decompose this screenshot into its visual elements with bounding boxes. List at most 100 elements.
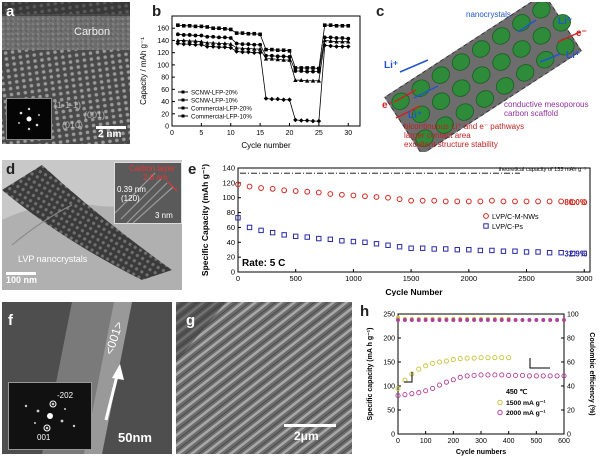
data-point [437, 318, 442, 322]
panel-c-ion-4: Li⁺ [408, 110, 423, 121]
data-point [506, 355, 512, 361]
data-point [216, 41, 222, 46]
data-point [431, 246, 437, 252]
nanocrystal-sphere [471, 40, 491, 58]
panel-d-plane: (120) [121, 194, 140, 203]
data-point [396, 244, 403, 250]
data-point [478, 355, 484, 361]
y-tick-label: 0 [391, 432, 395, 439]
y-tick-label: 140 [157, 38, 169, 45]
legend-marker [181, 90, 185, 94]
data-point [512, 248, 518, 254]
nanocrystal-sphere [452, 79, 471, 97]
panel-g-scale-label: 2μm [294, 429, 319, 443]
x-tick-label: 0 [396, 438, 400, 445]
data-point [211, 26, 215, 31]
panel-c-feature-list: bicontinuous Li⁺ and e⁻ pathways larger … [404, 122, 524, 149]
data-point [346, 39, 351, 44]
data-point [298, 118, 304, 123]
y-tick-label: 60 [161, 87, 169, 94]
data-point [223, 27, 227, 31]
y-tick-label: 160 [157, 26, 169, 33]
data-point [305, 66, 309, 70]
panel-h-chart: h 0 100 200 300 400 500 600 0 50 100 150 200 250 Cycl… [356, 302, 598, 457]
x-axis-label: Cycle Number [385, 287, 443, 296]
data-point [554, 373, 560, 379]
data-point [204, 44, 210, 49]
data-point [293, 77, 298, 82]
data-point [436, 359, 443, 365]
data-point [457, 374, 463, 380]
panel-h-plot: 0 100 200 300 400 500 600050100150200250Cycle … [367, 312, 595, 457]
data-point [322, 35, 327, 40]
data-point [246, 224, 253, 231]
x-tick-label: 2000 [460, 274, 477, 283]
data-point [334, 36, 339, 40]
data-point [181, 38, 186, 43]
x-tick-label: 100 [420, 438, 432, 445]
data-point [340, 23, 345, 28]
data-point [310, 118, 316, 124]
panel-a-fft-inset [6, 98, 52, 140]
data-point [500, 248, 507, 254]
series-end-label: 32.9% [564, 249, 587, 258]
data-point [519, 372, 526, 378]
nanocrystal-sphere [492, 27, 511, 45]
data-point [465, 318, 470, 322]
panel-d-inset-scale: 3 nm [155, 211, 173, 220]
legend-marker [181, 106, 185, 110]
data-point [423, 318, 428, 322]
data-point [317, 66, 321, 71]
y2-tick-label: 40 [567, 384, 575, 391]
y-tick-label: 40 [161, 99, 169, 106]
data-point [240, 49, 245, 55]
data-point [187, 33, 192, 37]
data-point [281, 54, 286, 59]
data-point [205, 25, 210, 29]
data-point [246, 42, 251, 47]
data-point [199, 39, 204, 44]
panel-d-carbon-layer: Carbon layer [129, 164, 175, 173]
nanocrystal-sphere [455, 103, 474, 121]
data-point [527, 318, 532, 322]
nanocrystal-sphere [492, 53, 511, 71]
panel-b-plot: 0 5 10 15 20 25 30 0 20 40 60 80 100 120 140 160 Cycle n… [139, 15, 361, 150]
data-point [492, 318, 497, 322]
data-point [327, 191, 334, 197]
data-point [322, 38, 327, 43]
legend-marker [181, 98, 185, 102]
panel-a-label: a [6, 3, 15, 20]
panel-a-carbon-label: Carbon [74, 26, 111, 38]
data-point [346, 23, 351, 28]
data-point [281, 97, 286, 103]
data-point [569, 250, 576, 257]
data-point [416, 390, 422, 396]
x-tick-label: 10 [227, 130, 235, 137]
data-point [252, 42, 257, 47]
panel-c-callout-scaffold: conductive mesoporous carbon scaffold [504, 100, 589, 118]
data-point [210, 44, 216, 49]
panel-f-label: f [8, 312, 13, 329]
panel-c-feature-stability: excellent structure stability [404, 140, 498, 149]
nanocrystal-sphere [451, 53, 471, 71]
y-tick-label: 40 [227, 238, 235, 247]
data-point [315, 189, 322, 196]
rate-annotation: Rate: 5 C [242, 258, 285, 269]
data-point [569, 199, 576, 206]
data-point [181, 23, 186, 28]
panel-f-spot-1: -202 [57, 391, 74, 400]
data-point [235, 181, 241, 188]
data-point [444, 318, 449, 322]
data-point [240, 31, 245, 35]
panel-g-label: g [186, 312, 196, 329]
panel-d-caption: LVP nanocrystals [18, 254, 88, 264]
data-point [492, 355, 498, 361]
panel-a-scale-label: 2 nm [98, 129, 122, 140]
panel-c-schematic: c Li⁺ Li⁺ Li⁺ Li⁺ e⁻ e⁻ nanocrystals con… [368, 0, 598, 155]
y-tick-label: 100 [383, 384, 395, 391]
y-axis-label: Specific Capacity (mAh g⁻¹) [200, 164, 210, 276]
panel-c-nanocrystals [391, 1, 575, 147]
data-point [175, 32, 180, 37]
panel-c-ion-2: Li⁺ [566, 50, 581, 61]
data-point [541, 318, 546, 322]
